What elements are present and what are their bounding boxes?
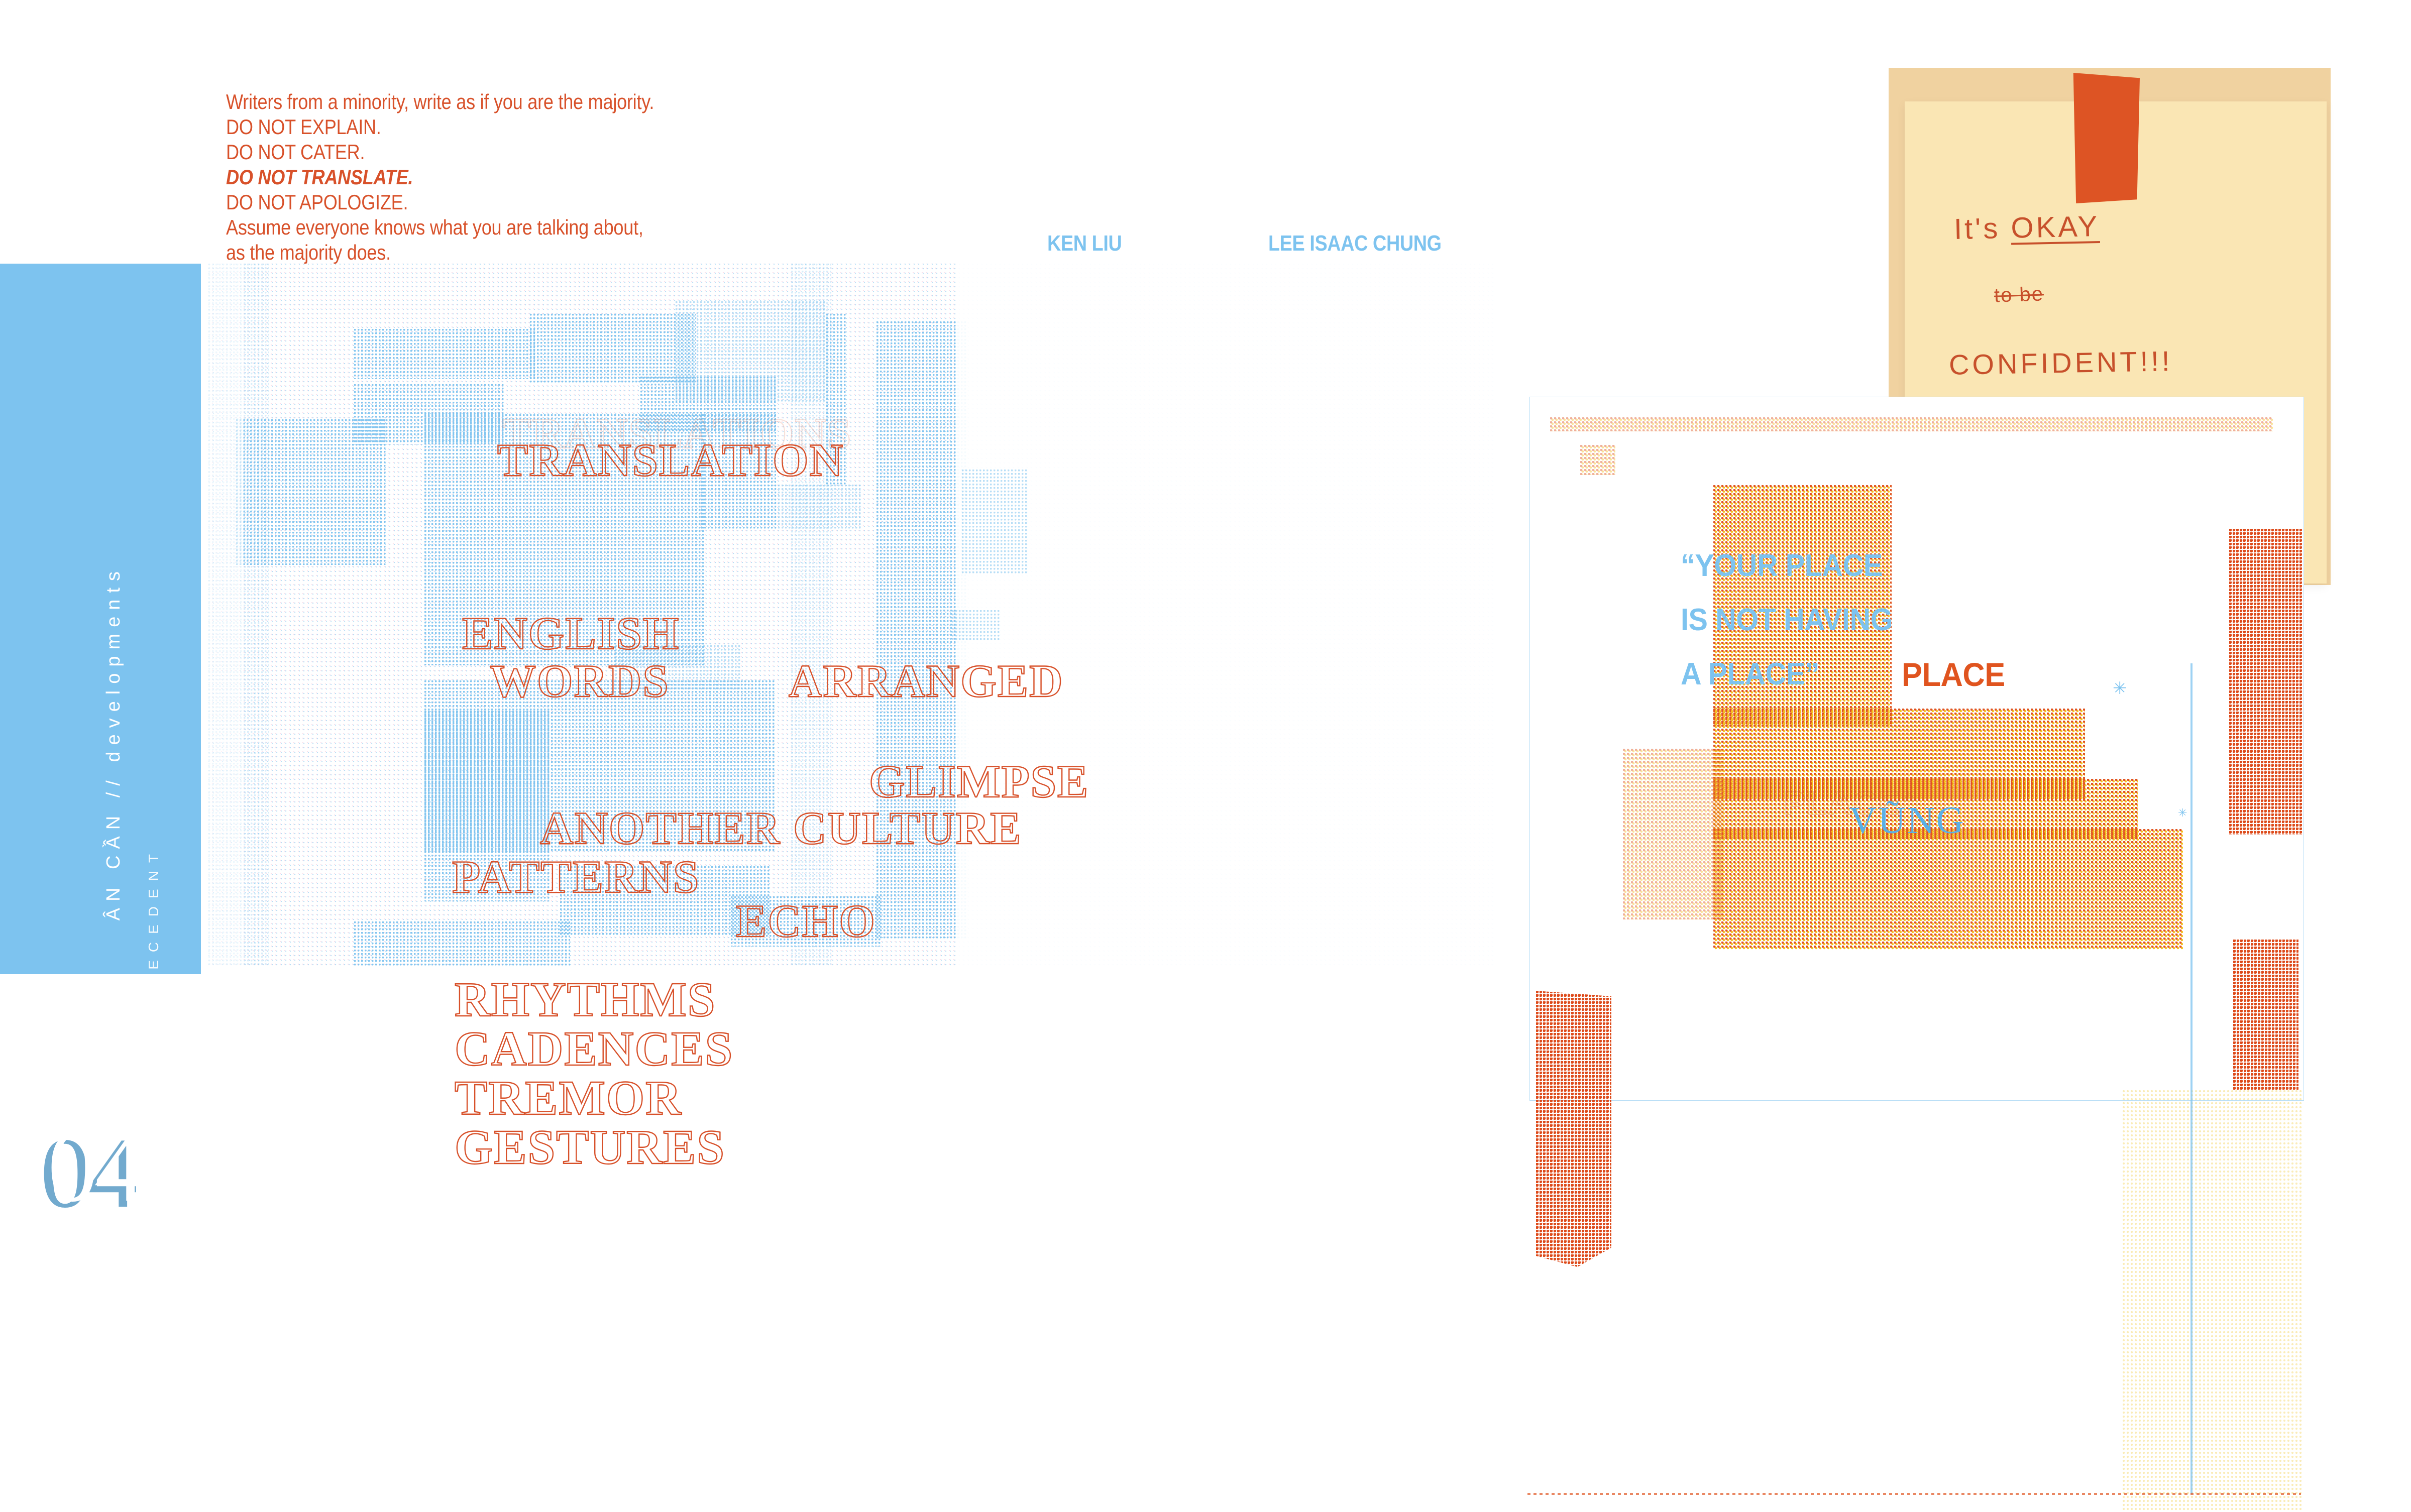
- artwork-ghost-word: TRANSLATIONS: [502, 409, 852, 457]
- display-word-english: ENGLISH: [462, 608, 680, 659]
- sticky-note-line-1: It's OKAY: [1953, 209, 2100, 246]
- poster-tab-right: [2229, 529, 2302, 835]
- quote-line-5: DO NOT APOLOGIZE.: [226, 190, 408, 214]
- poster-bottom-dashed-rule: [1527, 1493, 2301, 1495]
- display-word-arranged: ARRANGED: [788, 655, 1064, 707]
- display-word-patterns: PATTERNS: [452, 851, 700, 902]
- tape-strip-icon: [2073, 73, 2140, 203]
- display-word-echo: ECHO: [735, 895, 876, 947]
- sticky-note-line-3: CONFIDENT!!!: [1948, 345, 2173, 381]
- sparkle-icon: ✳: [2113, 679, 2127, 698]
- page-number: 04: [48, 1112, 145, 1223]
- display-word-another-culture: ANOTHER CULTURE: [539, 802, 1022, 854]
- poster-halftone-rule: [1550, 417, 2273, 431]
- right-collage: It's OKAY to be CONFIDENT!!! — E.Osley. …: [1527, 0, 2411, 1512]
- artwork-blob: [771, 485, 861, 530]
- artwork-blob: [424, 711, 550, 901]
- artwork-blob: [354, 329, 535, 379]
- poster-tab-left: [1536, 991, 1611, 1267]
- sidebar-subtitle: PRECEDENT: [146, 846, 161, 1005]
- poster-blue-line-1: “YOUR PLACE: [1681, 548, 1883, 583]
- poster-halftone-block: [1713, 829, 2183, 950]
- artwork-blob: [354, 921, 570, 967]
- left-sidebar: ÂN CẦN // developments PRECEDENT 04 04: [0, 264, 201, 1224]
- sticky-note-line-1-underlined: OKAY: [2010, 209, 2100, 245]
- quote-line-1: Writers from a minority, write as if you…: [226, 90, 654, 113]
- sticky-note-line-1-prefix: It's: [1953, 211, 2012, 246]
- quote-line-7: as the majority does.: [226, 241, 391, 264]
- artwork-blob: [791, 264, 831, 967]
- artwork-blob: [731, 896, 882, 947]
- display-word-rhythms: RHYTHMS: [454, 973, 716, 1027]
- artwork-washout: [957, 264, 1494, 967]
- display-word-cadences: CADENCES: [454, 1022, 734, 1076]
- poster-blue-rule: [2190, 663, 2193, 1494]
- artwork-blob: [615, 645, 741, 690]
- author-name-ken-liu: KEN LIU: [1047, 231, 1122, 256]
- display-word-gestures: GESTURES: [454, 1120, 725, 1175]
- sticky-note-line-2: to be: [1994, 283, 2044, 307]
- display-word-words: WORDS: [489, 655, 670, 707]
- display-word-translation: TRANSLATION: [497, 434, 844, 486]
- quote-line-6: Assume everyone knows what you are talki…: [226, 215, 643, 239]
- poster-print-frame: “YOUR PLACE IS NOT HAVING A PLACE” PLACE…: [1527, 397, 2304, 1512]
- artwork-blob: [676, 301, 826, 402]
- halftone-artwork: [208, 264, 1494, 967]
- poster-halftone-speck: [1580, 445, 1615, 475]
- author-name-lee-isaac-chung: LEE ISAAC CHUNG: [1268, 231, 1442, 256]
- poster-blue-line-2: IS NOT HAVING: [1681, 603, 1893, 637]
- artwork-blob: [530, 314, 696, 384]
- artwork-blob: [424, 414, 706, 665]
- display-word-glimpse: GLIMPSE: [868, 756, 1089, 807]
- artwork-blob: [962, 470, 1027, 575]
- poster-ghost-word-place: PLACE”: [1783, 784, 1919, 822]
- poster-serif-word-vung: VŨNG: [1849, 799, 1965, 842]
- artwork-blob: [701, 414, 776, 530]
- poster-faint-wash: [2123, 1090, 2304, 1512]
- display-word-tremor: TREMOR: [454, 1071, 682, 1125]
- artwork-washout: [208, 264, 244, 967]
- poster-blue-line-3: A PLACE”: [1681, 657, 1820, 691]
- poster-halftone-block: [1623, 749, 1723, 919]
- artwork-blob: [826, 314, 846, 485]
- quote-line-4-emphasis: DO NOT TRANSLATE.: [226, 165, 413, 189]
- artwork-blob: [952, 610, 1000, 640]
- quote-line-3: DO NOT CATER.: [226, 140, 365, 164]
- sparkle-icon: ✳: [2178, 806, 2187, 819]
- quote-line-2: DO NOT EXPLAIN.: [226, 115, 381, 139]
- sidebar-title: ÂN CẦN // developments: [103, 565, 124, 921]
- poster-orange-word-place: PLACE: [1902, 656, 2005, 693]
- poster-halftone-block: [1713, 485, 1892, 726]
- poster-tab-right-lower: [2233, 940, 2298, 1090]
